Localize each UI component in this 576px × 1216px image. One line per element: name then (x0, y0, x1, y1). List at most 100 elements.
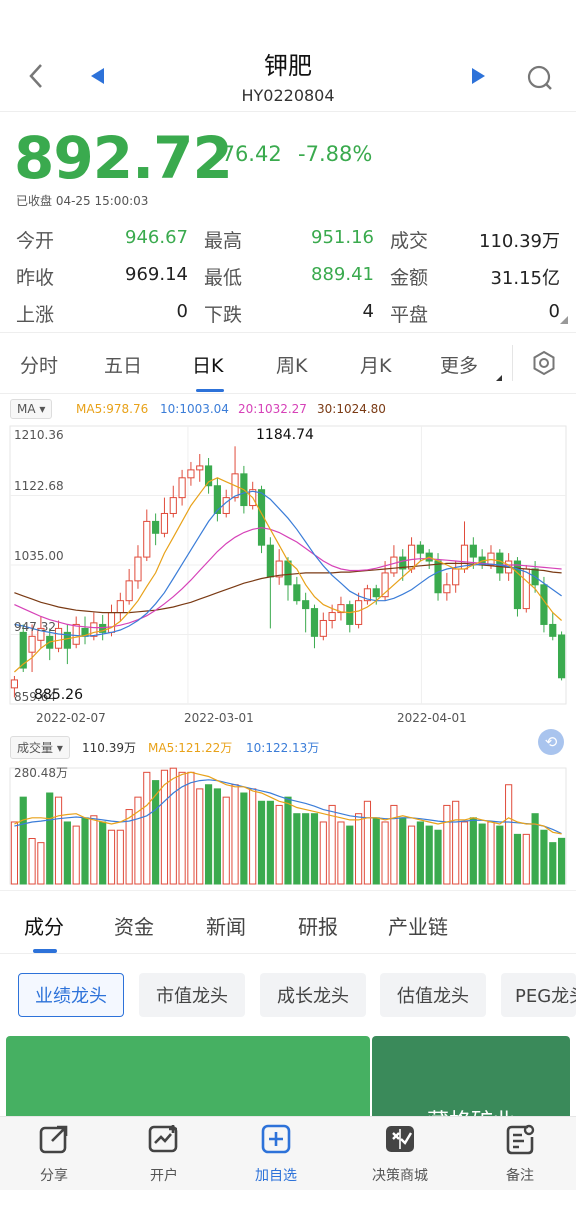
volume-bar (469, 817, 477, 885)
add-watchlist-button[interactable]: 加自选 (226, 1123, 326, 1185)
market-status: 已收盘 04-25 15:00:03 (16, 194, 149, 208)
volume-ma10: 10:122.13万 (246, 741, 320, 755)
volume-bar (452, 800, 460, 885)
tab-news[interactable]: 新闻 (206, 915, 246, 939)
candle-body (381, 572, 389, 598)
ma5-line (13, 477, 563, 673)
volume-bar (240, 792, 248, 885)
volume-bar (522, 833, 530, 885)
volume-bar (169, 767, 177, 885)
open-account-label: 开户 (150, 1168, 178, 1184)
tab-more[interactable]: 更多 (440, 355, 479, 377)
top-nav-bar: 钾肥 HY0220804 (0, 0, 576, 112)
search-icon[interactable] (522, 60, 558, 96)
settings-icon[interactable] (528, 347, 560, 379)
tab-industry-chain[interactable]: 产业链 (388, 915, 448, 939)
candle-body (10, 679, 19, 689)
volume-indicator-select[interactable]: 成交量 ▾ (10, 736, 70, 759)
volume-bar (399, 817, 407, 885)
share-button[interactable]: 分享 (4, 1123, 104, 1185)
chip-earnings-leader[interactable]: 业绩龙头 (18, 973, 124, 1017)
stat-value-amount: 31.15亿 (490, 268, 560, 289)
candle-body (275, 560, 283, 578)
dropdown-icon: ▾ (39, 402, 46, 416)
candle-body (125, 580, 133, 602)
volume-ma5: MA5:121.22万 (148, 741, 233, 755)
chip-valuation-leader[interactable]: 估值龙头 (380, 973, 486, 1017)
tab-constituents[interactable]: 成分 (24, 915, 64, 939)
open-account-button[interactable]: 开户 (114, 1123, 214, 1185)
volume-bar (302, 813, 310, 885)
volume-bar (434, 829, 442, 885)
candle-body (284, 560, 292, 586)
volume-bar (152, 780, 160, 885)
tab-research[interactable]: 研报 (298, 915, 338, 939)
candle-body (522, 568, 530, 610)
volume-bar (355, 813, 363, 885)
candle-body (390, 556, 398, 574)
note-button[interactable]: 备注 (470, 1123, 570, 1185)
volume-bar (478, 823, 486, 885)
tab-monthly-k[interactable]: 月K (360, 355, 392, 377)
volume-bar (328, 804, 336, 885)
candle-body (319, 619, 327, 637)
stat-label-amount: 金额 (390, 267, 429, 289)
indicator-select-label: MA (17, 402, 36, 416)
kline-chart[interactable] (0, 394, 576, 888)
volume-bar (275, 804, 283, 885)
tab-weekly-k[interactable]: 周K (276, 355, 308, 377)
chip-market-cap-leader[interactable]: 市值龙头 (139, 973, 245, 1017)
store-icon (384, 1126, 416, 1159)
stat-value-high: 951.16 (311, 227, 374, 248)
candle-body (222, 497, 230, 514)
volume-bar (390, 804, 398, 885)
tab-funds[interactable]: 资金 (114, 915, 154, 939)
expand-corner-icon[interactable] (560, 316, 568, 324)
constituent-tile[interactable] (6, 1036, 370, 1116)
next-item-icon[interactable] (464, 60, 492, 92)
candles (10, 446, 566, 698)
volume-bar (54, 796, 63, 885)
volume-bar (425, 825, 433, 885)
volume-bar (46, 792, 54, 885)
tab-intraday[interactable]: 分时 (20, 355, 59, 377)
last-price: 892.72 (14, 124, 233, 192)
indicator-select[interactable]: MA ▾ (10, 399, 53, 419)
max-price-label: 1184.74 (256, 427, 314, 443)
volume-bar (81, 817, 89, 885)
candle-body (328, 612, 336, 621)
chip-peg-leader[interactable]: PEG龙头 (501, 973, 576, 1017)
more-dropdown-icon (496, 375, 502, 381)
constituent-tile[interactable]: 藏格矿业 (372, 1036, 570, 1116)
ma30-line (14, 562, 562, 614)
candle-body (416, 544, 424, 554)
stat-label-prev-close: 昨收 (16, 267, 55, 289)
volume-bar (346, 825, 354, 885)
reset-zoom-icon[interactable]: ⟲ (538, 729, 564, 755)
candle-body (302, 600, 310, 610)
volume-bar (99, 821, 107, 885)
candle-body (443, 584, 451, 594)
volume-bar (319, 821, 327, 885)
candle-body (204, 465, 213, 487)
tab-five-day[interactable]: 五日 (104, 355, 143, 377)
prev-item-icon[interactable] (84, 60, 112, 92)
candle-body (63, 631, 71, 649)
volume-bar (293, 813, 301, 885)
x-tick-0: 2022-02-07 (36, 711, 106, 725)
volume-bar (513, 833, 522, 885)
volume-bar (19, 796, 27, 885)
moving-averages (13, 477, 563, 673)
ma10-line (14, 490, 562, 637)
tab-daily-k[interactable]: 日K (192, 355, 224, 377)
volume-bar (496, 825, 504, 885)
dropdown-icon: ▾ (56, 741, 63, 755)
candle-body (363, 588, 372, 602)
decision-store-button[interactable]: 决策商城 (350, 1123, 450, 1185)
y-tick-4: 859.64 (14, 690, 56, 704)
back-icon[interactable] (18, 56, 54, 96)
candle-body (293, 584, 301, 602)
volume-bar (443, 804, 451, 885)
chip-growth-leader[interactable]: 成长龙头 (260, 973, 366, 1017)
candle-body (496, 552, 504, 574)
